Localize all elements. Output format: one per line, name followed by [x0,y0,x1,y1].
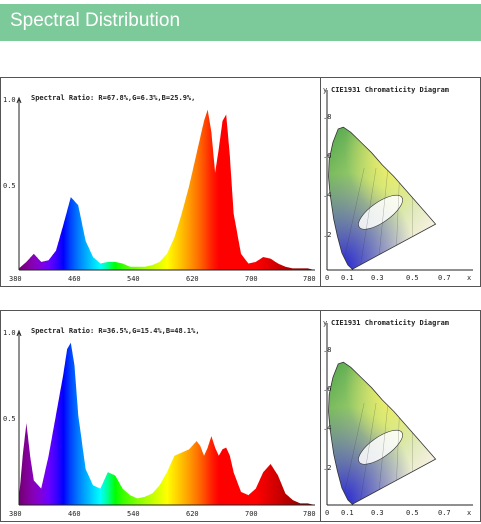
cie-y-tick: .2 [323,464,332,472]
spectral-ratio-label: Spectral Ratio: R=67.8%,G=6.3%,B=25.9%, [31,94,196,102]
spectral-locus [328,126,437,270]
cie-x-tick: 0.7 [438,274,451,282]
cie-y-tick: .6 [323,385,332,393]
x-tick-780: 780 [303,275,316,283]
cie-y-tick: .2 [323,231,332,239]
spectral-chart-2: Spectral Ratio: R=36.5%,G=15.4%,B=48.1%,… [1,311,321,521]
page-header: Spectral Distribution [0,4,481,41]
cie-x-axis-label: x [467,509,472,517]
cie-y-tick: .8 [323,346,332,354]
cie-x-tick: 0.3 [371,509,384,517]
cie-x-tick: 0.7 [438,509,451,517]
x-tick-700: 700 [245,510,258,518]
spectrum-area [19,109,315,270]
cie-x-tick: 0 [325,274,330,282]
cie-x-tick: 0.5 [406,509,419,517]
x-tick-620: 620 [186,275,199,283]
cie-diagram-1 [326,90,473,271]
cie-y-axis-label: y [323,319,328,327]
cie-y-axis-label: y [323,86,328,94]
cie-diagram-2 [326,323,473,506]
cie-chart-2: y CIE1931 Chromaticity Diagram .8 .6 .4 … [321,311,480,521]
spectrum-panel-1: Spectral Ratio: R=67.8%,G=6.3%,B=25.9%, … [0,77,481,287]
cie-y-tick: .6 [323,152,332,160]
cie-x-tick: 0.5 [406,274,419,282]
spectral-locus [328,361,437,505]
y-axis-arrow [16,96,22,104]
cie-y-tick: .4 [323,191,332,199]
x-tick-540: 540 [127,510,140,518]
y-tick-1-0: 1.0 [3,329,16,337]
page-title: Spectral Distribution [10,10,181,31]
x-tick-620: 620 [186,510,199,518]
cie-x-tick: 0 [325,509,330,517]
x-tick-780: 780 [303,510,316,518]
cie-x-tick: 0.3 [371,274,384,282]
x-tick-460: 460 [68,275,81,283]
x-tick-700: 700 [245,275,258,283]
x-tick-380: 380 [9,275,22,283]
spectral-chart-1: Spectral Ratio: R=67.8%,G=6.3%,B=25.9%, … [1,78,321,286]
y-tick-0-5: 0.5 [3,182,16,190]
spectrum-area [19,342,315,505]
cie-x-axis-label: x [467,274,472,282]
x-tick-540: 540 [127,275,140,283]
cie-x-tick: 0.1 [341,274,354,282]
x-tick-380: 380 [9,510,22,518]
cie-y-tick: .8 [323,113,332,121]
spectrum-panel-2: Spectral Ratio: R=36.5%,G=15.4%,B=48.1%,… [0,310,481,522]
y-tick-0-5: 0.5 [3,415,16,423]
spectral-plot-2 [16,329,315,506]
y-axis-arrow [16,329,22,337]
y-tick-1-0: 1.0 [3,96,16,104]
cie-title: CIE1931 Chromaticity Diagram [331,319,450,327]
x-tick-460: 460 [68,510,81,518]
cie-y-tick: .4 [323,424,332,432]
cie-title: CIE1931 Chromaticity Diagram [331,86,450,94]
spectral-ratio-label: Spectral Ratio: R=36.5%,G=15.4%,B=48.1%, [31,327,200,335]
cie-x-tick: 0.1 [341,509,354,517]
cie-chart-1: y CIE1931 Chromaticity Diagram .8 .6 .4 … [321,78,480,286]
spectral-plot-1 [16,96,315,271]
